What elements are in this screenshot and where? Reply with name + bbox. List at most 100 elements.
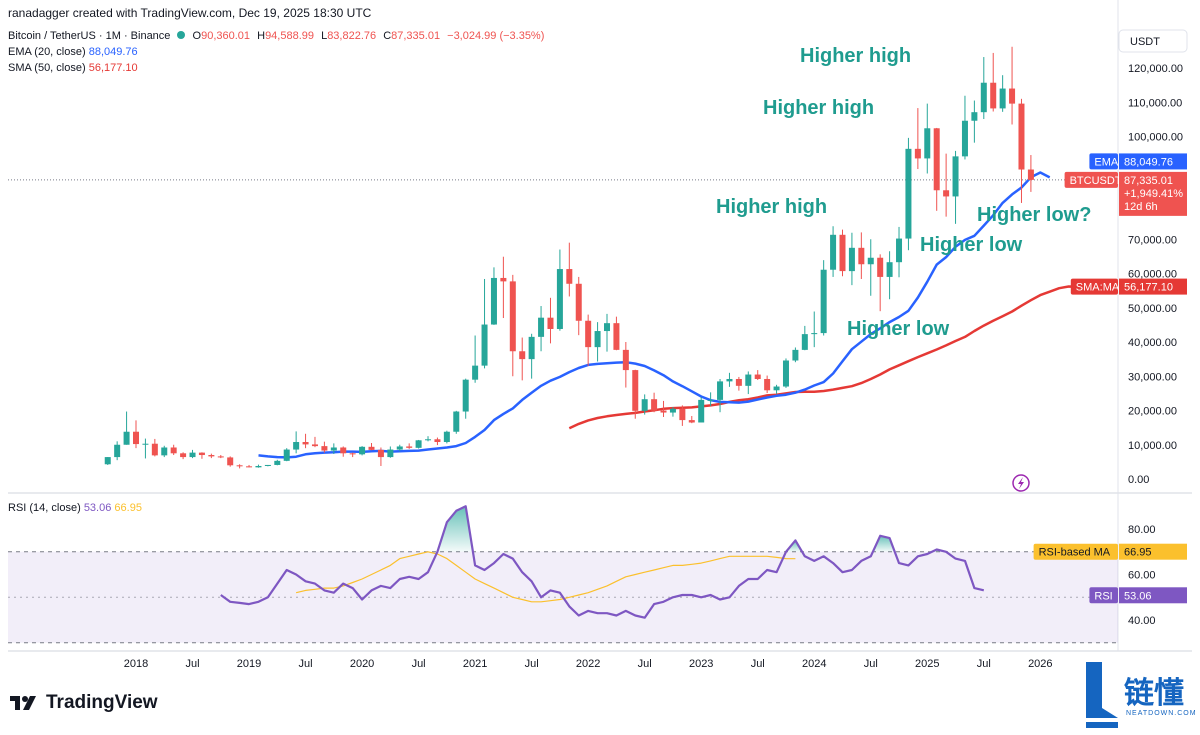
candle[interactable] xyxy=(519,337,526,381)
candle[interactable] xyxy=(453,410,460,434)
rsi-badge[interactable]: RSI 53.06 xyxy=(1089,587,1187,604)
candle[interactable] xyxy=(980,57,987,120)
rsi-ma-badge[interactable]: RSI-based MA 66.95 xyxy=(1033,543,1187,560)
candle[interactable] xyxy=(613,316,620,351)
candle[interactable] xyxy=(434,437,441,446)
candle[interactable] xyxy=(707,392,714,407)
candle[interactable] xyxy=(425,436,432,442)
candle[interactable] xyxy=(698,397,705,423)
candle[interactable] xyxy=(330,443,337,454)
ema-price-badge[interactable]: EMA 88,049.76 xyxy=(1089,153,1187,170)
candle[interactable] xyxy=(688,415,695,424)
candle[interactable] xyxy=(293,431,300,454)
candle[interactable] xyxy=(538,306,545,352)
candle[interactable] xyxy=(961,95,968,160)
candle[interactable] xyxy=(952,150,959,224)
sma-legend[interactable]: SMA (50, close) 56,177.10 xyxy=(8,62,138,74)
candle[interactable] xyxy=(114,441,121,461)
candle[interactable] xyxy=(839,229,846,277)
candle[interactable] xyxy=(198,452,205,459)
candle[interactable] xyxy=(302,433,309,449)
candle[interactable] xyxy=(142,438,149,459)
candle[interactable] xyxy=(472,335,479,383)
candle[interactable] xyxy=(745,371,752,395)
candle[interactable] xyxy=(585,314,592,366)
candle[interactable] xyxy=(311,436,318,448)
candle[interactable] xyxy=(886,251,893,300)
candle[interactable] xyxy=(481,278,488,369)
candle[interactable] xyxy=(1009,46,1016,125)
last-price-badge[interactable]: BTCUSDT 87,335.01+1,949.41%12d 6h xyxy=(1064,171,1187,216)
candle[interactable] xyxy=(782,358,789,388)
candle[interactable] xyxy=(679,405,686,426)
candle[interactable] xyxy=(368,443,375,451)
candle[interactable] xyxy=(208,453,215,459)
candle[interactable] xyxy=(604,313,610,352)
candle[interactable] xyxy=(754,370,761,381)
candle[interactable] xyxy=(622,342,629,388)
candle[interactable] xyxy=(924,103,931,174)
candle[interactable] xyxy=(830,226,837,277)
candle[interactable] xyxy=(264,464,271,467)
candle[interactable] xyxy=(528,333,535,379)
candle[interactable] xyxy=(443,430,450,444)
ema-legend[interactable]: EMA (20, close) 88,049.76 xyxy=(8,46,138,58)
candle[interactable] xyxy=(255,464,262,468)
candle[interactable] xyxy=(905,137,912,251)
candle[interactable] xyxy=(377,447,384,466)
tradingview-brand[interactable]: TradingView xyxy=(10,692,158,714)
candle[interactable] xyxy=(811,311,818,348)
candle[interactable] xyxy=(726,372,733,387)
candle[interactable] xyxy=(999,75,1006,112)
candle[interactable] xyxy=(1018,98,1025,203)
candle[interactable] xyxy=(227,456,234,467)
candle[interactable] xyxy=(933,127,940,211)
candle[interactable] xyxy=(990,52,997,112)
candle[interactable] xyxy=(632,369,639,419)
candle[interactable] xyxy=(566,242,573,297)
candle[interactable] xyxy=(161,445,168,458)
candle[interactable] xyxy=(359,446,366,456)
candle[interactable] xyxy=(104,457,111,465)
candle[interactable] xyxy=(669,407,676,417)
candle[interactable] xyxy=(877,254,884,312)
candle[interactable] xyxy=(858,232,865,279)
candle[interactable] xyxy=(236,464,243,469)
candle[interactable] xyxy=(321,441,328,453)
candle[interactable] xyxy=(594,322,601,362)
candle[interactable] xyxy=(462,378,469,419)
candle[interactable] xyxy=(151,438,158,457)
candle[interactable] xyxy=(735,376,742,391)
currency-button[interactable] xyxy=(1118,29,1188,53)
candle[interactable] xyxy=(189,449,196,459)
candle[interactable] xyxy=(914,108,921,170)
candle[interactable] xyxy=(848,232,855,286)
candle[interactable] xyxy=(792,347,799,363)
candle[interactable] xyxy=(170,444,177,456)
candle[interactable] xyxy=(415,439,422,449)
candle[interactable] xyxy=(246,464,253,468)
candle[interactable] xyxy=(133,420,139,449)
candle[interactable] xyxy=(717,378,724,413)
candle[interactable] xyxy=(274,459,281,466)
candle[interactable] xyxy=(801,325,808,351)
candle[interactable] xyxy=(123,411,130,445)
candle[interactable] xyxy=(490,267,497,325)
candle[interactable] xyxy=(971,100,978,143)
candle[interactable] xyxy=(867,239,874,296)
rsi-legend[interactable]: RSI (14, close) 53.06 66.95 xyxy=(8,502,142,514)
candle[interactable] xyxy=(773,384,780,394)
candle[interactable] xyxy=(764,375,771,394)
candle[interactable] xyxy=(283,448,290,462)
candle[interactable] xyxy=(575,276,582,336)
candle[interactable] xyxy=(340,446,347,457)
candle[interactable] xyxy=(509,274,516,377)
candle[interactable] xyxy=(943,153,950,217)
candle[interactable] xyxy=(217,455,224,459)
candle[interactable] xyxy=(660,400,667,418)
sma-price-badge[interactable]: SMA:MA 56,177.10 xyxy=(1070,278,1187,295)
candle[interactable] xyxy=(651,392,658,413)
candle[interactable] xyxy=(641,394,648,415)
candle[interactable] xyxy=(896,226,903,278)
